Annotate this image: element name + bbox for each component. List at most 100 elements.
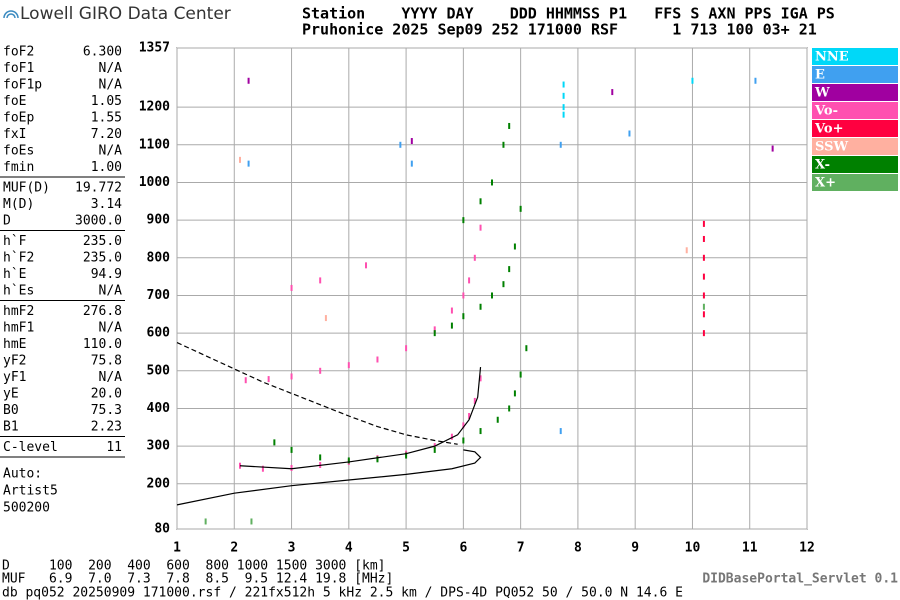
echo-point <box>611 89 614 96</box>
echo-point <box>267 376 270 383</box>
echo-point <box>376 456 379 463</box>
footer-d: D 100 200 400 600 800 1000 1500 3000 [km… <box>2 559 386 574</box>
legend-swatch <box>812 138 898 155</box>
echo-point <box>562 111 565 118</box>
echo-point <box>290 446 293 453</box>
param-label: h`Es <box>3 284 34 299</box>
param-label: foEp <box>3 111 34 126</box>
header-line: Station YYYY DAY DDD HHMMSS P1 FFS S AXN… <box>302 5 835 23</box>
param-label: M(D) <box>3 197 34 212</box>
echo-point <box>508 122 511 129</box>
y-tick-label: 300 <box>147 439 171 454</box>
x-tick-label: 3 <box>288 541 296 556</box>
echo-point <box>365 262 367 269</box>
echo-point <box>250 518 253 525</box>
y-tick-label: 600 <box>147 326 171 341</box>
param-value: N/A <box>99 321 123 336</box>
echo-point <box>290 284 293 291</box>
param-label: h`F2 <box>3 251 34 266</box>
echo-point <box>347 457 350 464</box>
legend-label: NNE <box>815 50 849 65</box>
legend-label: SSW <box>815 140 848 155</box>
param-label: yF2 <box>3 354 26 369</box>
param-label: foE <box>3 94 26 109</box>
x-tick-label: 5 <box>402 541 410 556</box>
echo-point <box>273 439 276 446</box>
y-tick-label: 1200 <box>139 100 170 115</box>
param-value: 94.9 <box>91 267 122 282</box>
legend-swatch <box>812 120 898 137</box>
legend-swatch <box>812 102 898 119</box>
param-label: C-level <box>3 440 58 455</box>
param-value: 6.300 <box>83 45 122 60</box>
echo-point <box>479 198 482 205</box>
y-tick-label: 200 <box>147 476 171 491</box>
echo-point <box>347 362 350 369</box>
echo-point <box>479 428 482 435</box>
echo-point <box>239 156 241 163</box>
echo-point <box>410 160 413 167</box>
param-value: 3.14 <box>91 197 122 212</box>
echo-point <box>479 375 482 382</box>
echo-point <box>562 81 565 88</box>
echo-point <box>473 397 476 404</box>
param-label: foF2 <box>3 45 34 60</box>
plot-frame <box>176 47 808 530</box>
echo-point <box>702 303 705 310</box>
legend-swatch <box>812 84 898 101</box>
param-label: fxI <box>3 127 26 142</box>
param-value: 75.8 <box>91 354 122 369</box>
y-tick-label: 400 <box>147 401 171 416</box>
x-tick-label: 7 <box>517 541 525 556</box>
x-tick-label: 8 <box>574 541 582 556</box>
param-value: 19.772 <box>75 181 122 196</box>
echo-point <box>290 464 293 471</box>
param-label: MUF(D) <box>3 181 50 196</box>
echo-point <box>508 405 511 412</box>
echo-point <box>247 77 250 84</box>
param-label: D <box>3 214 11 229</box>
echo-point <box>502 141 505 148</box>
param-value: 276.8 <box>83 304 122 319</box>
param-label: foEs <box>3 144 34 159</box>
echo-point <box>399 141 402 148</box>
param-label: hmF1 <box>3 321 34 336</box>
echo-point <box>702 220 705 227</box>
legend-swatch <box>812 66 898 83</box>
echo-point <box>702 292 705 299</box>
echo-point <box>462 217 465 224</box>
param-value: N/A <box>99 144 123 159</box>
echo-point <box>405 345 408 352</box>
legend-label: W <box>814 86 830 101</box>
param-label: hmF2 <box>3 304 34 319</box>
echo-point <box>562 92 565 99</box>
echo-point <box>491 179 493 186</box>
echo-point <box>462 437 465 444</box>
echo-point <box>468 277 471 284</box>
x-tick-label: 12 <box>799 541 815 556</box>
echo-point <box>496 416 499 423</box>
param-value: 75.3 <box>91 403 122 418</box>
param-value: 1.05 <box>91 94 122 109</box>
x-tick-label: 10 <box>685 541 701 556</box>
param-label: hmE <box>3 337 26 352</box>
echo-point <box>702 330 705 337</box>
param-value: N/A <box>99 61 123 76</box>
param-label: fmin <box>3 160 34 175</box>
echo-point <box>450 433 453 440</box>
echo-point <box>754 77 757 84</box>
echo-point <box>702 311 705 318</box>
auto-label: Artist5 <box>3 484 58 499</box>
logo: Lowell GIRO Data Center <box>3 4 231 24</box>
legend-label: E <box>815 68 825 83</box>
param-label: h`F <box>3 234 27 249</box>
echo-point <box>462 422 465 429</box>
echo-point <box>473 254 476 261</box>
legend-swatch <box>812 174 898 191</box>
echo-point <box>559 141 562 148</box>
echo-point <box>513 243 516 250</box>
echo-point <box>702 235 705 242</box>
legend-label: X+ <box>815 176 836 191</box>
legend-label: X- <box>815 158 830 173</box>
echo-point <box>519 205 522 212</box>
